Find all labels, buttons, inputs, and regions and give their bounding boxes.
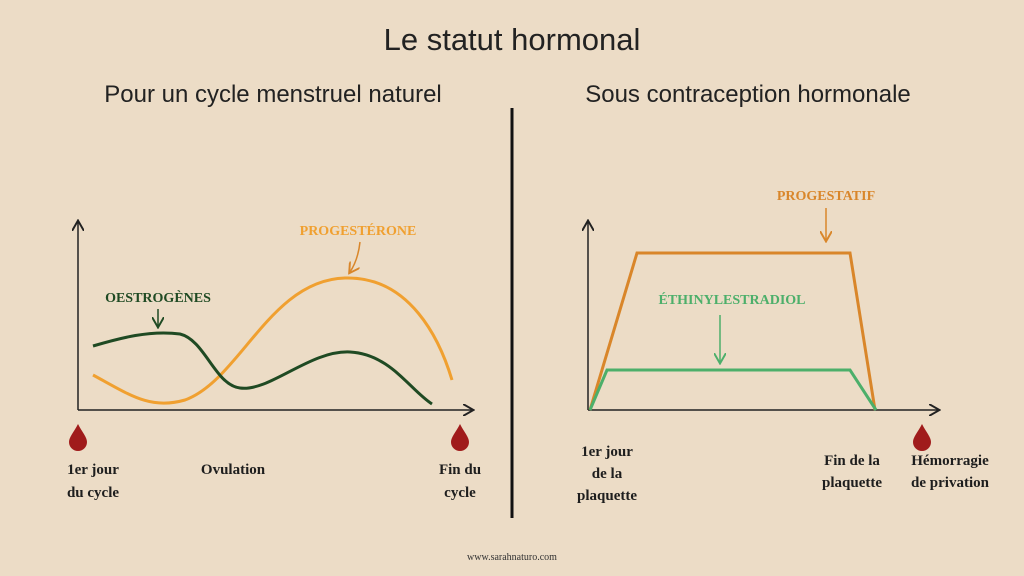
right-heading: Sous contraception hormonale [585, 81, 911, 108]
text-line: cycle [444, 485, 476, 501]
x-label: 1er jour de la plaquette [577, 444, 637, 504]
curve-label: ÉTHINYLESTRADIOL [658, 291, 805, 308]
text-line: plaquette [577, 488, 637, 504]
left-diagram: PROGESTÉRONE OESTROGÈNES 1er jour du cycl… [67, 222, 481, 501]
footer: www.sarahnaturo.com [467, 552, 557, 563]
text-line: de la [592, 466, 623, 482]
text-line: Fin du [439, 462, 481, 478]
x-label: Hémorragie de privation [911, 453, 990, 491]
estrogen-curve [92, 331, 433, 406]
text-line: Hémorragie [911, 453, 989, 469]
text-line: Ovulation [201, 462, 266, 478]
progesterone-curve [92, 276, 454, 405]
curve-label: PROGESTATIF [777, 189, 875, 204]
text-line: du cycle [67, 485, 119, 501]
x-label: Fin de la plaquette [822, 453, 882, 491]
x-label: 1er jour du cycle [67, 462, 119, 501]
curve-label: OESTROGÈNES [105, 289, 211, 306]
right-diagram: PROGESTATIF ÉTHINYLESTRADIOL 1er jour de … [577, 189, 990, 504]
title: Le statut hormonal [384, 22, 641, 57]
text-line: 1er jour [581, 444, 633, 460]
text-line: 1er jour [67, 462, 119, 478]
progestin-curve [588, 251, 877, 411]
ethinylestradiol-curve [588, 368, 878, 411]
text-line: plaquette [822, 475, 882, 491]
left-heading: Pour un cycle menstruel naturel [104, 81, 442, 108]
arrow [350, 241, 361, 272]
x-label: Ovulation [201, 462, 266, 478]
curve-label: PROGESTÉRONE [300, 222, 417, 239]
text-line: de privation [911, 475, 990, 491]
text-line: Fin de la [824, 453, 880, 469]
x-label: Fin du cycle [439, 462, 481, 501]
